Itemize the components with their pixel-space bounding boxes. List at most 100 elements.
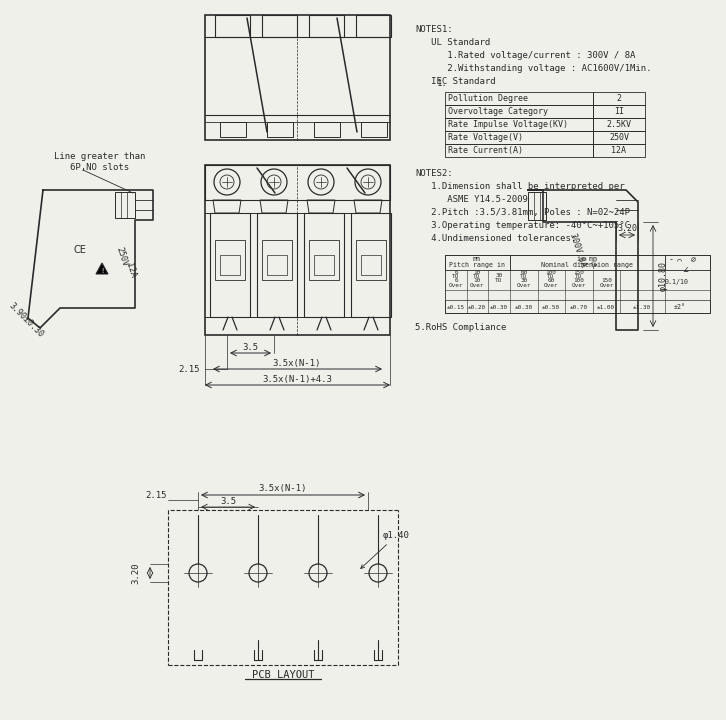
Text: Over: Over xyxy=(572,282,587,287)
Text: Over: Over xyxy=(517,282,531,287)
Text: 3.5: 3.5 xyxy=(242,343,258,351)
Text: Over: Over xyxy=(544,282,558,287)
Text: II: II xyxy=(614,107,624,115)
Bar xyxy=(593,105,645,118)
Text: !: ! xyxy=(100,268,104,274)
Bar xyxy=(262,15,297,37)
Bar xyxy=(445,255,710,313)
Bar xyxy=(445,118,593,131)
Text: 10: 10 xyxy=(473,277,481,282)
Text: TO: TO xyxy=(473,274,481,279)
Text: 1.: 1. xyxy=(437,79,448,88)
Text: ±0.50: ±0.50 xyxy=(542,305,560,310)
Text: ±1.30: ±1.30 xyxy=(633,305,651,310)
Bar xyxy=(356,240,386,280)
Text: 5.RoHS Compliance: 5.RoHS Compliance xyxy=(415,323,506,332)
Text: 60: 60 xyxy=(521,269,528,274)
Text: 60: 60 xyxy=(547,277,555,282)
Text: 2: 2 xyxy=(616,94,621,102)
Text: Over: Over xyxy=(449,282,463,287)
Bar xyxy=(220,122,246,137)
Text: TO: TO xyxy=(547,274,555,279)
Text: φ10.80: φ10.80 xyxy=(658,261,667,291)
Bar xyxy=(314,122,340,137)
Bar xyxy=(115,192,135,218)
Bar xyxy=(210,213,250,317)
Text: mm: mm xyxy=(473,256,481,262)
Bar xyxy=(215,240,245,280)
Text: Over: Over xyxy=(470,282,484,287)
Text: UL: UL xyxy=(589,260,597,270)
Bar xyxy=(351,213,391,317)
Text: ∠: ∠ xyxy=(682,265,688,275)
Text: 3.5x(N-1)+4.3: 3.5x(N-1)+4.3 xyxy=(262,374,332,384)
Text: 250V: 250V xyxy=(115,246,129,268)
Text: NOTES2:: NOTES2: xyxy=(415,169,452,178)
Text: in mm: in mm xyxy=(577,256,597,262)
Text: ±0.15: ±0.15 xyxy=(447,305,465,310)
Text: ±1.00: ±1.00 xyxy=(597,305,615,310)
Text: 3.5x(N-1): 3.5x(N-1) xyxy=(273,359,321,367)
Bar xyxy=(593,144,645,157)
Text: 100: 100 xyxy=(545,269,556,274)
Bar xyxy=(262,240,292,280)
Text: 3.Operating temperature: -40°C~+105°C: 3.Operating temperature: -40°C~+105°C xyxy=(415,221,630,230)
Text: Rate Voltage(V): Rate Voltage(V) xyxy=(448,132,523,142)
Text: ASME Y14.5-2009: ASME Y14.5-2009 xyxy=(415,195,528,204)
Text: 1.Dimension shall be interpreted per: 1.Dimension shall be interpreted per xyxy=(415,182,624,191)
Bar xyxy=(220,255,240,275)
Bar xyxy=(304,213,344,317)
Text: 6: 6 xyxy=(454,277,458,282)
Text: TO: TO xyxy=(452,274,460,279)
Text: PCB LAYOUT: PCB LAYOUT xyxy=(252,670,314,680)
Text: ⌀: ⌀ xyxy=(690,256,696,264)
Bar xyxy=(445,300,710,313)
Text: TO: TO xyxy=(521,274,528,279)
Text: NOTES1:: NOTES1: xyxy=(415,25,452,34)
Text: ±2°: ±2° xyxy=(674,304,686,310)
Text: 4.Undimensioned tolerances:: 4.Undimensioned tolerances: xyxy=(415,234,576,243)
Text: 3.20: 3.20 xyxy=(131,562,141,584)
Text: 300V 8A: 300V 8A xyxy=(568,232,587,268)
Text: 12A: 12A xyxy=(124,261,138,279)
Text: Pitch range in: Pitch range in xyxy=(449,262,505,268)
Bar xyxy=(593,92,645,105)
Bar xyxy=(593,118,645,131)
Bar xyxy=(205,15,390,140)
Text: -: - xyxy=(669,256,674,264)
Bar xyxy=(267,122,293,137)
Text: 150: 150 xyxy=(574,269,584,274)
Text: 30: 30 xyxy=(521,277,528,282)
Bar xyxy=(356,15,391,37)
Bar xyxy=(510,255,665,270)
Text: ±0.20: ±0.20 xyxy=(468,305,486,310)
Text: 6: 6 xyxy=(454,269,458,274)
Text: 0.1/10: 0.1/10 xyxy=(665,279,689,285)
Text: 3.90±0.30: 3.90±0.30 xyxy=(7,301,45,339)
Text: TO: TO xyxy=(576,274,583,279)
Bar xyxy=(361,122,387,137)
Text: φ1.40: φ1.40 xyxy=(361,531,410,569)
Text: TO: TO xyxy=(495,277,502,282)
Bar xyxy=(309,15,344,37)
Text: 2.Pitch :3.5/3.81mm, Poles : N=02~24P: 2.Pitch :3.5/3.81mm, Poles : N=02~24P xyxy=(415,208,630,217)
Bar xyxy=(445,131,593,144)
Text: Rate Current(A): Rate Current(A) xyxy=(448,145,523,155)
Text: 3.20: 3.20 xyxy=(617,223,637,233)
Text: CE: CE xyxy=(73,245,86,255)
Text: UL Standard: UL Standard xyxy=(415,38,490,47)
Text: IEC Standard: IEC Standard xyxy=(415,77,496,86)
Bar xyxy=(445,255,510,270)
Text: Line greater than
6P,NO slots: Line greater than 6P,NO slots xyxy=(54,153,146,171)
Text: Pollution Degree: Pollution Degree xyxy=(448,94,528,102)
Text: Nominal dimension range: Nominal dimension range xyxy=(541,262,633,268)
Text: ±0.30: ±0.30 xyxy=(490,305,508,310)
Text: 100: 100 xyxy=(574,277,584,282)
Bar xyxy=(445,92,593,105)
Text: 250V: 250V xyxy=(609,132,629,142)
Bar xyxy=(205,165,390,200)
Text: 12A: 12A xyxy=(611,145,627,155)
Text: ±0.70: ±0.70 xyxy=(570,305,588,310)
Bar xyxy=(528,192,546,220)
Text: 2.Withstanding voltage : AC1600V/1Min.: 2.Withstanding voltage : AC1600V/1Min. xyxy=(415,64,651,73)
